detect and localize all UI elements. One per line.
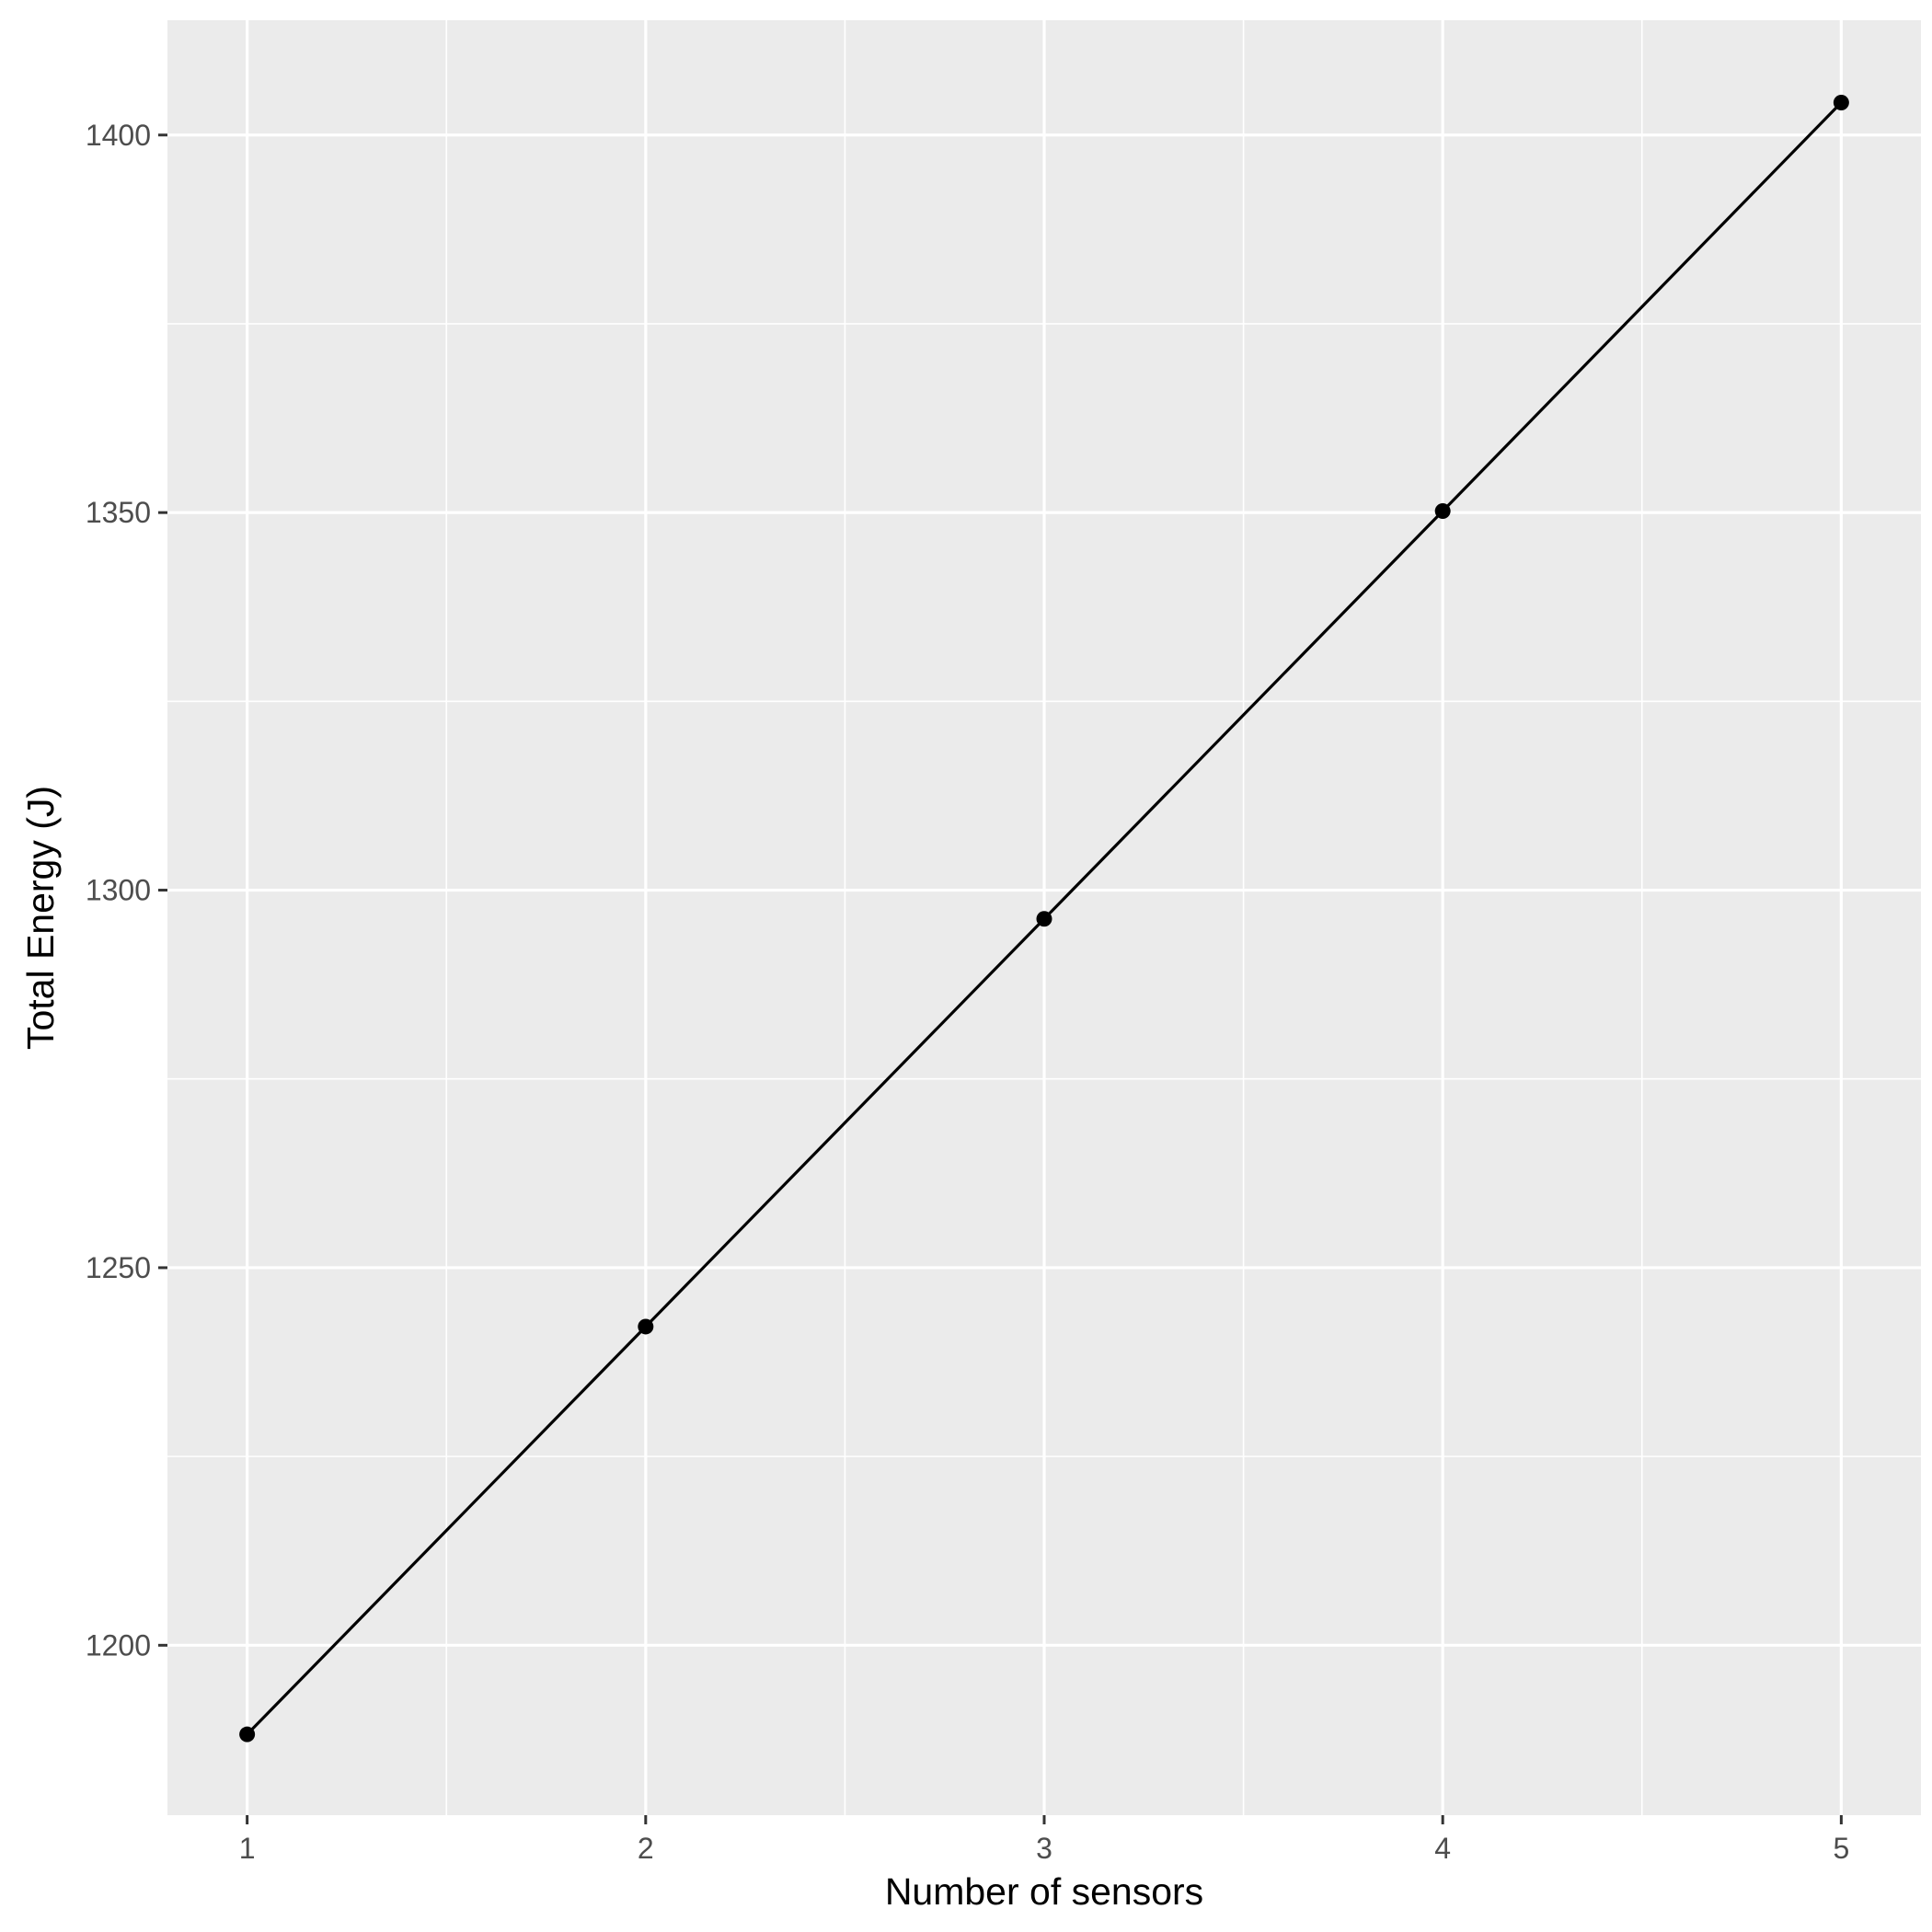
y-axis: 1200 1250 1300 1350 1400 — [86, 119, 167, 1662]
data-point — [1036, 911, 1052, 927]
x-axis-title: Number of sensors — [885, 1870, 1203, 1913]
x-tick-label: 4 — [1434, 1832, 1451, 1865]
y-tick-label: 1200 — [86, 1628, 151, 1662]
y-tick-label: 1400 — [86, 119, 151, 152]
x-tick-label: 3 — [1036, 1832, 1052, 1865]
x-axis: 1 2 3 4 5 — [239, 1815, 1849, 1865]
x-tick-label: 5 — [1833, 1832, 1849, 1865]
x-tick-label: 2 — [638, 1832, 654, 1865]
y-tick-label: 1350 — [86, 496, 151, 529]
data-point — [638, 1318, 654, 1335]
points-layer — [239, 94, 1849, 1742]
y-axis-title: Total Energy (J) — [19, 786, 62, 1050]
data-point — [239, 1726, 256, 1742]
data-point — [1434, 503, 1451, 520]
data-point — [1833, 94, 1849, 110]
x-tick-label: 1 — [239, 1832, 256, 1865]
y-tick-label: 1250 — [86, 1251, 151, 1284]
y-tick-label: 1300 — [86, 874, 151, 907]
